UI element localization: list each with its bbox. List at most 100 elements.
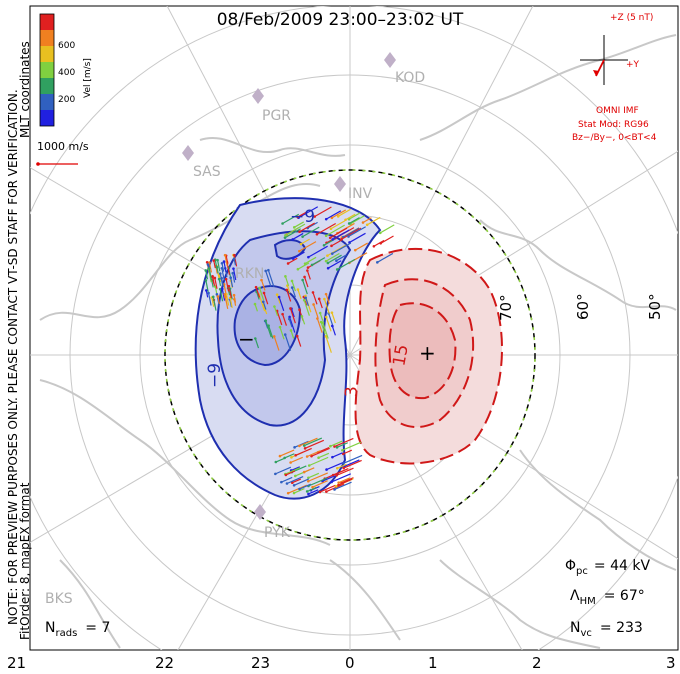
lambda-hm-stat: ΛHM = 67° <box>570 588 645 607</box>
velocity-vector-origin <box>229 276 232 280</box>
velocity-vector <box>336 442 348 448</box>
velocity-vector <box>205 270 209 280</box>
station-inv: INV <box>334 176 373 202</box>
velocity-vector <box>313 304 319 318</box>
velocity-vector <box>291 280 296 292</box>
mlt-label-3: 3 <box>666 654 676 672</box>
velocity-vector-origin <box>218 272 222 275</box>
velocity-vector-origin <box>303 447 307 450</box>
velocity-vector <box>286 285 291 294</box>
velocity-vector <box>255 286 261 298</box>
velocity-vector-origin <box>302 298 306 302</box>
velocity-vector <box>348 212 361 220</box>
velocity-vector-origin <box>325 468 328 471</box>
velocity-vector-origin <box>365 223 369 227</box>
velocity-vector <box>291 287 296 298</box>
colorbar-tick-200: 200 <box>58 95 75 105</box>
velocity-vector <box>299 241 317 252</box>
velocity-vector <box>325 210 342 220</box>
mlt-label-23: 23 <box>251 654 270 672</box>
velocity-vector <box>284 334 292 351</box>
velocity-vector-origin <box>311 291 315 294</box>
velocity-vector-origin <box>324 234 328 238</box>
velocity-vector <box>316 223 336 235</box>
velocity-vector <box>292 478 302 484</box>
velocity-vector <box>290 456 303 464</box>
velocity-vector <box>265 270 272 287</box>
velocity-vector-origin <box>295 334 299 338</box>
velocity-vector-origin <box>335 446 339 449</box>
velocity-vector <box>296 335 302 347</box>
svg-text:1000 m/s: 1000 m/s <box>37 140 89 153</box>
velocity-vector-origin <box>288 315 291 319</box>
lat-label-70: 70° <box>497 294 515 321</box>
velocity-vector <box>221 263 225 272</box>
velocity-vector-origin <box>300 314 304 318</box>
velocity-vector <box>312 292 318 305</box>
station-pyk: PYK <box>254 504 291 541</box>
velocity-vector-origin <box>207 267 211 270</box>
velocity-vector-origin <box>330 311 334 314</box>
velocity-vector <box>306 486 317 492</box>
svg-text:KOD: KOD <box>395 70 425 86</box>
velocity-vector-origin <box>306 479 310 483</box>
velocity-vector <box>344 459 360 467</box>
velocity-vector-origin <box>337 483 340 487</box>
svg-text:INV: INV <box>348 186 373 202</box>
velocity-vector <box>303 276 309 288</box>
velocity-vector <box>331 209 347 219</box>
velocity-vector-origin <box>285 288 289 292</box>
velocity-vector-origin <box>223 253 227 257</box>
velocity-vector <box>285 470 296 476</box>
velocity-vector-origin <box>290 279 294 283</box>
velocity-vector-origin <box>325 490 328 493</box>
velocity-vector <box>212 296 217 311</box>
velocity-vector-origin <box>293 446 296 449</box>
velocity-vector-origin <box>316 317 319 320</box>
velocity-vector <box>216 260 221 272</box>
velocity-vector-origin <box>283 236 287 239</box>
lat-label-50: 50° <box>646 293 664 320</box>
velocity-vector-origin <box>310 263 314 267</box>
velocity-vector <box>214 277 218 289</box>
velocity-vector <box>255 291 260 300</box>
velocity-vector <box>322 475 336 482</box>
station-markers: KOD PGR SAS INV RKN PYK BKS <box>45 52 425 607</box>
velocity-vector <box>306 270 311 280</box>
velocity-vector <box>319 484 336 493</box>
velocity-vector <box>348 217 360 224</box>
velocity-vector-origin <box>337 481 340 484</box>
imf-axis-right: +Y <box>626 60 640 70</box>
colorbar-title: Vel [m/s] <box>83 58 93 98</box>
velocity-vector-origin <box>264 269 267 273</box>
velocity-vector <box>232 273 236 283</box>
velocity-vector-origin <box>289 329 293 332</box>
velocity-vector <box>208 268 213 281</box>
fit-order-note: FitOrder: 8, mapEX format <box>18 482 32 640</box>
velocity-vector-origin <box>307 492 310 496</box>
velocity-vector <box>332 452 343 458</box>
velocity-vector-origin <box>289 461 292 464</box>
velocity-vector-origin <box>222 260 226 263</box>
velocity-vector-origin <box>298 230 301 234</box>
velocity-vector-origin <box>275 293 279 296</box>
imf-condition: Bz−/By−, 0<BT<4 <box>572 133 657 143</box>
velocity-vector-origin <box>291 257 295 260</box>
velocity-vector <box>320 321 326 335</box>
velocity-vector-origin <box>317 456 320 460</box>
velocity-vector <box>288 318 293 328</box>
velocity-vector-origin <box>290 456 293 459</box>
velocity-vector <box>329 227 348 239</box>
velocity-vector <box>325 224 345 237</box>
velocity-vector-origin <box>342 462 345 465</box>
velocity-vector <box>305 297 309 307</box>
velocity-vector <box>303 296 308 306</box>
mlt-axis: 21 22 23 0 1 2 3 <box>7 654 676 672</box>
velocity-vector <box>273 336 280 351</box>
velocity-vector <box>300 238 310 245</box>
velocity-vector <box>290 466 300 472</box>
velocity-vector-origin <box>331 473 335 477</box>
velocity-vector <box>326 461 346 471</box>
velocity-vector <box>308 477 328 487</box>
velocity-vector-origin <box>303 262 307 265</box>
